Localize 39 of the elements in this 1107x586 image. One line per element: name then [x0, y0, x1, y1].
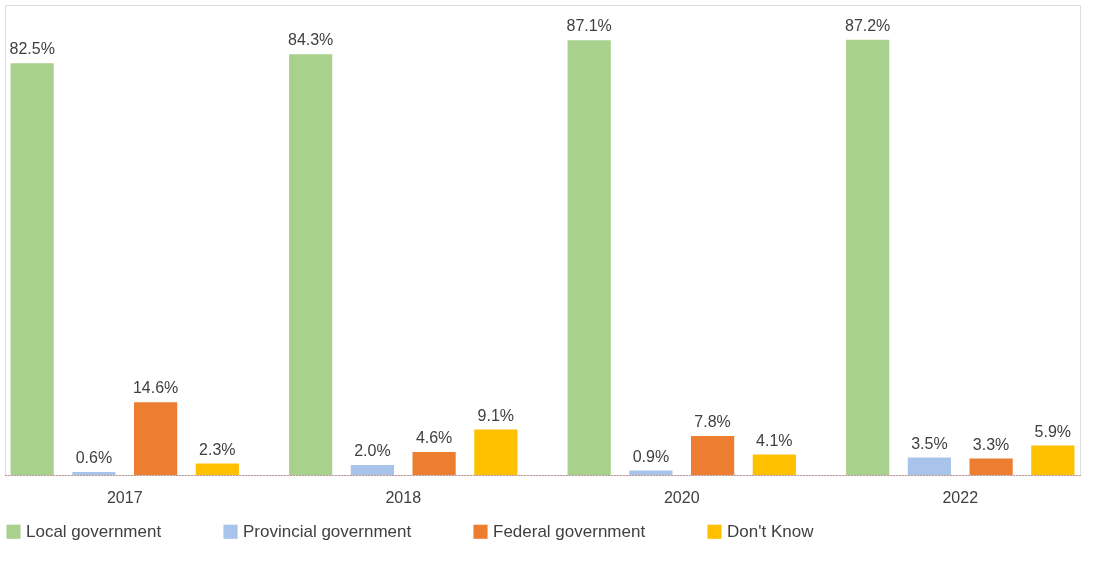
bar — [195, 463, 239, 475]
data-label: 14.6% — [132, 379, 179, 397]
bar — [969, 458, 1013, 475]
bar — [412, 452, 456, 475]
data-label: 87.2% — [844, 16, 891, 34]
data-label: 4.1% — [756, 431, 793, 449]
data-label: 7.8% — [694, 413, 731, 431]
data-label: 2.3% — [199, 440, 236, 458]
legend-label: Federal government — [493, 521, 646, 541]
bar — [907, 457, 951, 475]
x-tick-label: 2017 — [106, 488, 143, 506]
bar — [72, 472, 116, 475]
bar — [350, 465, 394, 475]
bar — [752, 454, 796, 475]
data-label: 2.0% — [354, 442, 391, 460]
legend-label: Provincial government — [243, 521, 412, 541]
x-tick-label: 2018 — [385, 488, 422, 506]
bar — [474, 429, 518, 475]
data-label: 87.1% — [566, 17, 612, 35]
x-tick-label: 2022 — [942, 488, 979, 506]
x-tick-label: 2020 — [663, 488, 700, 506]
data-label: 3.5% — [911, 434, 948, 452]
data-label: 4.6% — [415, 429, 453, 447]
legend-label: Don't Know — [727, 521, 815, 541]
bar — [289, 54, 333, 475]
data-label: 0.6% — [75, 449, 113, 467]
bar — [691, 436, 735, 475]
legend-label: Local government — [26, 521, 162, 541]
bar — [846, 39, 890, 475]
bar — [1031, 445, 1075, 475]
data-label: 9.1% — [477, 406, 515, 424]
bar — [134, 402, 178, 475]
data-label: 82.5% — [9, 40, 55, 58]
data-label: 3.3% — [972, 435, 1010, 453]
data-label: 84.3% — [287, 31, 334, 49]
bar — [567, 40, 611, 475]
data-label: 5.9% — [1034, 422, 1072, 440]
data-label: 0.9% — [632, 447, 670, 465]
bar — [10, 63, 54, 475]
